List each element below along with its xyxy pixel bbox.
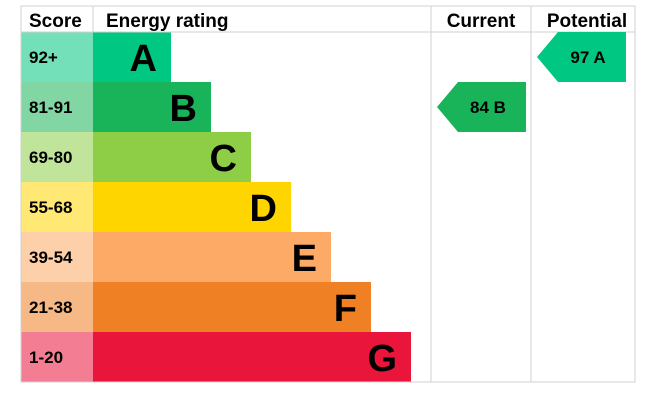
- band-bar-c: [93, 132, 251, 182]
- score-label-d: 55-68: [29, 198, 72, 217]
- band-bar-b: [93, 82, 211, 132]
- score-label-a: 92+: [29, 48, 58, 67]
- potential-rating-label: 97 A: [570, 48, 605, 67]
- header-potential: Potential: [547, 11, 627, 32]
- table-grid: [20, 5, 636, 383]
- header-current: Current: [447, 11, 516, 32]
- band-bar-f: [93, 282, 371, 332]
- score-label-b: 81-91: [29, 98, 72, 117]
- score-cell-d: [21, 182, 93, 232]
- band-bar-e: [93, 232, 331, 282]
- rating-arrows: 84 B 97 A: [437, 32, 626, 132]
- band-bar-d: [93, 182, 291, 232]
- score-label-f: 21-38: [29, 298, 72, 317]
- score-label-g: 1-20: [29, 348, 63, 367]
- current-rating-label: 84 B: [470, 98, 506, 117]
- band-letter-d: D: [250, 188, 277, 230]
- score-label-e: 39-54: [29, 248, 73, 267]
- band-bar-g: [93, 332, 411, 382]
- score-cell-b: [21, 82, 93, 132]
- band-letter-f: F: [334, 288, 357, 330]
- score-cell-c: [21, 132, 93, 182]
- score-cell-e: [21, 232, 93, 282]
- rating-bands: 92+ A 81-91 B 69-80 C 55-68 D 39-54 E 21-38 F 1-20 G: [21, 32, 411, 382]
- score-label-c: 69-80: [29, 148, 72, 167]
- table-border: [20, 5, 636, 383]
- score-cell-f: [21, 282, 93, 332]
- score-cell-g: [21, 332, 93, 382]
- band-letter-a: A: [130, 38, 157, 80]
- band-letter-e: E: [292, 238, 317, 280]
- band-bar-a: [93, 32, 171, 82]
- potential-rating-arrow: [537, 32, 626, 82]
- header-score: Score: [29, 11, 82, 32]
- score-cell-a: [21, 32, 93, 82]
- band-letter-g: G: [367, 338, 397, 380]
- current-rating-arrow: [437, 82, 526, 132]
- band-letter-b: B: [170, 88, 197, 130]
- band-letter-c: C: [210, 138, 237, 180]
- header-energy-rating: Energy rating: [106, 11, 228, 32]
